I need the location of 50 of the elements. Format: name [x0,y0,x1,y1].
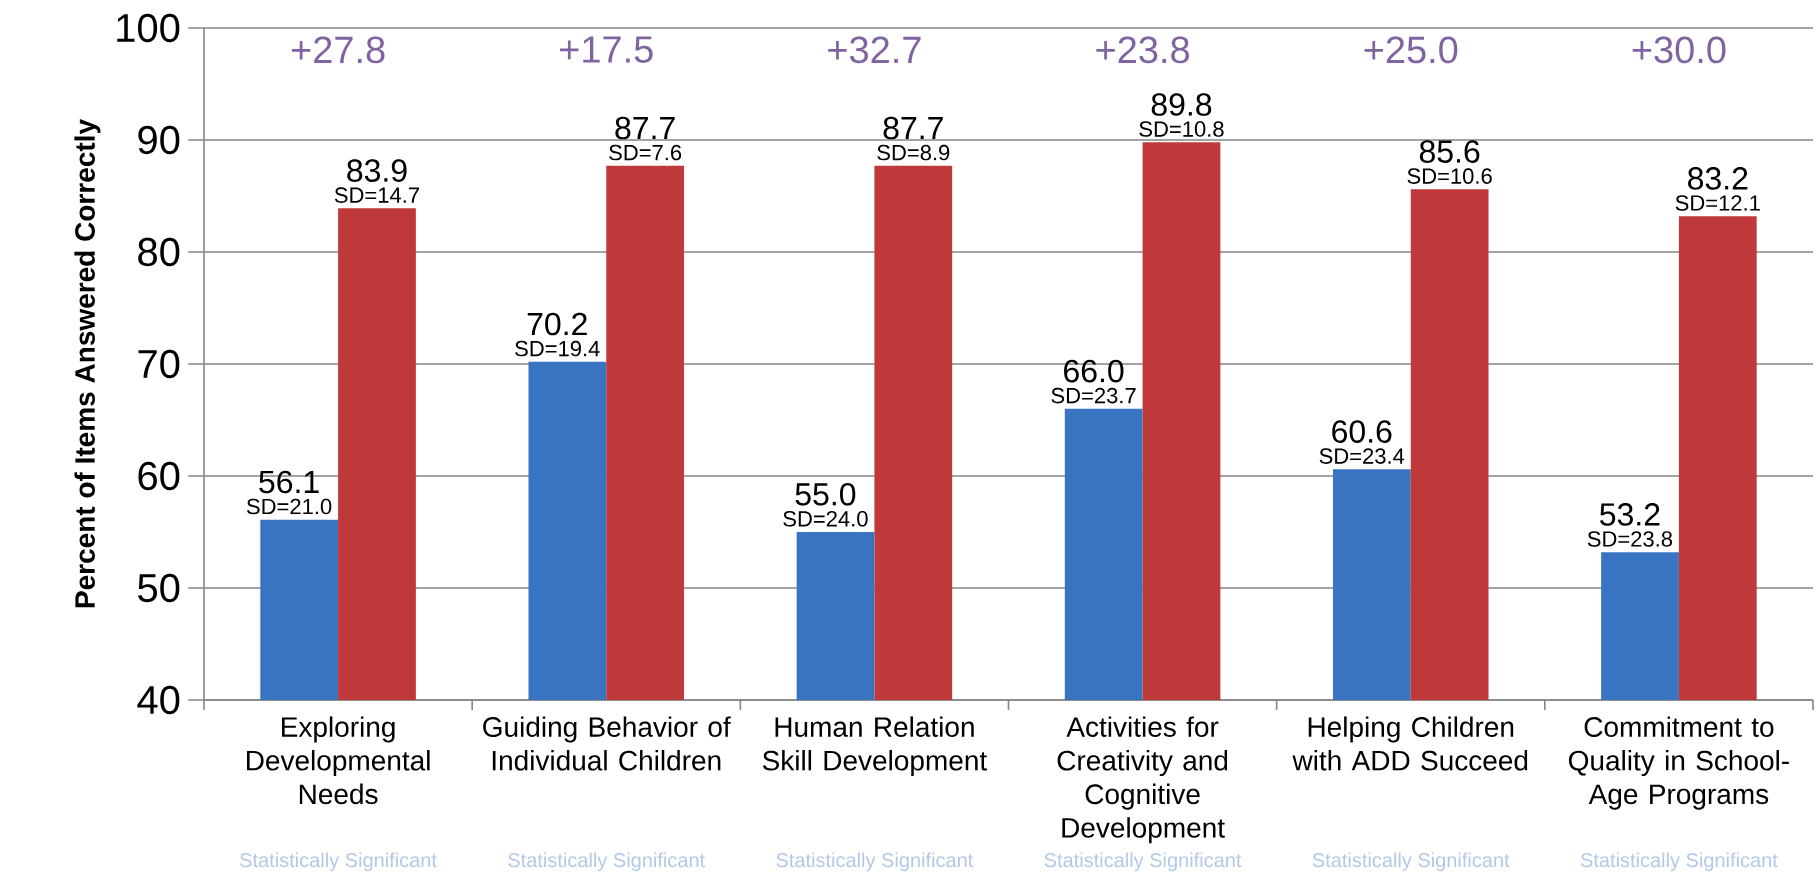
annotation: +30.0 [1632,36,1726,64]
annotation: +25.0 [1364,36,1458,64]
data-label: 85.6 [1419,140,1480,163]
annotation: +17.5 [560,36,653,63]
data-label: 87.7 [883,116,943,140]
text: Statistically Significant [1044,852,1242,872]
annotation: SD=23.4 [1319,448,1405,464]
data-label: 83.2 [1688,167,1748,190]
x-tick-label: Activities for Creativity and Cognitive Development [1057,716,1228,844]
text: Statistically Significant [508,852,706,872]
data-label: 87.7 [615,116,675,140]
annotation: SD=8.9 [877,144,950,161]
data-label: 56.1 [259,470,319,494]
data-label: 66.0 [1064,359,1124,383]
y-tick-label: 90 [138,125,180,155]
data-label: 70.2 [527,312,587,336]
text: Statistically Significant [240,852,437,872]
x-tick-label: Exploring Developmental Needs [246,716,430,805]
y-tick-label: 100 [117,13,180,43]
annotation: SD=7.6 [609,144,682,161]
annotation: SD=24.0 [783,511,868,527]
y-tick-label: 40 [137,685,180,715]
annotation: +23.8 [1096,36,1189,64]
annotation: SD=23.8 [1587,531,1673,547]
data-label: 89.8 [1151,93,1212,116]
annotation: SD=12.1 [1675,195,1760,211]
data-label: 60.6 [1332,420,1392,443]
data-label: 53.2 [1600,503,1660,526]
annotation: SD=21.0 [246,498,332,515]
data-label: 83.9 [347,159,407,182]
text: Statistically Significant [1312,852,1510,872]
annotation: SD=10.6 [1407,168,1492,184]
data-label: 55.0 [795,482,856,506]
x-tick-label: Helping Children with ADD Succeed [1292,716,1528,771]
text: Statistically Significant [776,852,974,872]
y-tick-label: 70 [138,349,180,379]
annotation: SD=14.7 [334,187,419,203]
annotation: SD=10.8 [1139,121,1224,137]
annotation: +27.8 [291,36,385,64]
annotation: +32.7 [828,36,921,64]
annotation: SD=23.7 [1051,387,1136,404]
y-tick-label: 60 [138,461,180,491]
x-tick-label: Commitment to Quality in School-Age Programs [1568,716,1789,810]
x-tick-label: Guiding Behavior of Individual Children [483,716,731,771]
text: Statistically Significant [1580,852,1778,872]
y-tick-label: 80 [138,237,180,267]
annotation: SD=19.4 [515,340,600,357]
x-tick-label: Human Relation Skill Development [762,716,987,777]
y-tick-label: 50 [138,573,180,603]
y-axis-title: Percent of Items Answered Correctly [74,119,101,608]
